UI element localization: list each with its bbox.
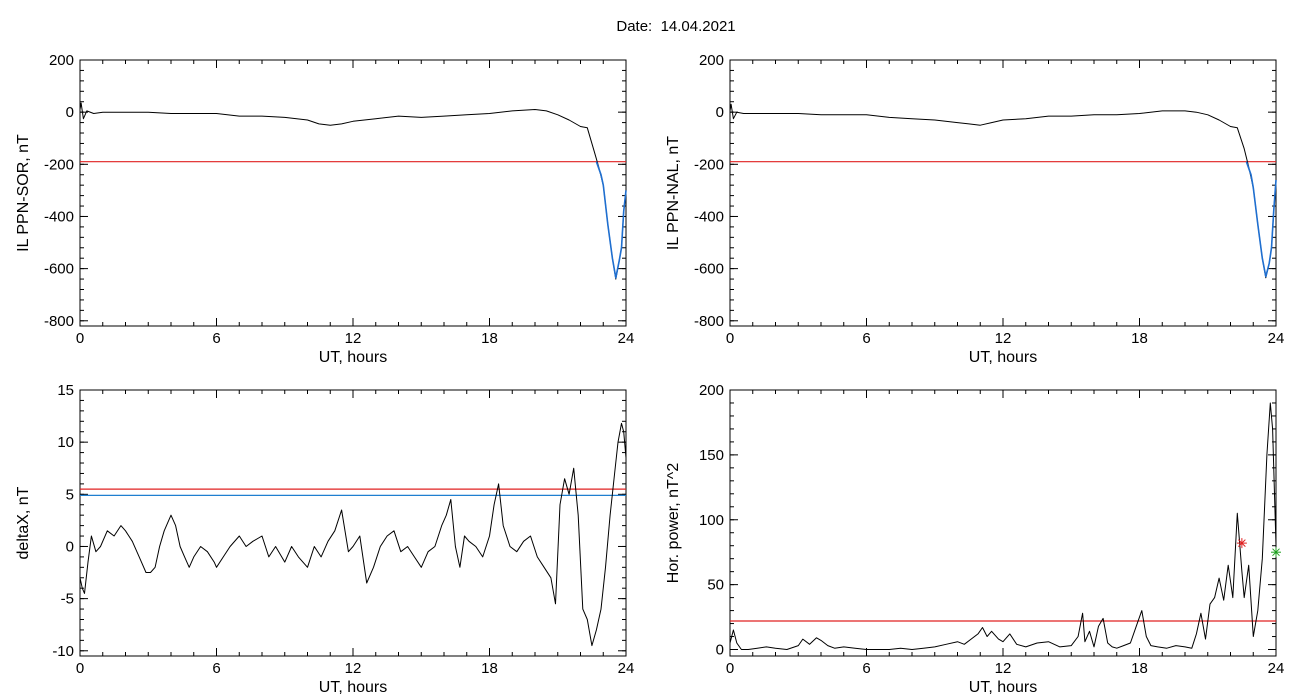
y-tick-label: 5 xyxy=(66,486,74,503)
x-tick-label: 6 xyxy=(862,330,870,347)
marker-star-green xyxy=(1271,547,1281,558)
x-axis-label: UT, hours xyxy=(319,679,387,696)
y-tick-label: 0 xyxy=(66,104,74,121)
x-tick-label: 6 xyxy=(212,660,220,677)
plot-frame xyxy=(729,59,1277,327)
panel-il-ppn-sor: 0 6 12 18 24 200 0 -200 -400 -600 -800 UT, hours IL … xyxy=(15,52,634,366)
y-tick-label: 50 xyxy=(707,577,724,594)
panel-il-ppn-nal: 0 6 12 18 24 200 0 -200 -400 -600 -800 UT, hours IL … xyxy=(665,52,1284,366)
x-tick-label: 24 xyxy=(1268,330,1285,347)
x-tick-label: 12 xyxy=(345,660,362,677)
y-tick-label: 200 xyxy=(699,52,724,69)
series-line-black xyxy=(79,102,627,280)
y-tick-label: -800 xyxy=(694,313,724,330)
series-line-blue xyxy=(1245,161,1277,278)
x-tick-label: 6 xyxy=(212,330,220,347)
y-tick-label: 100 xyxy=(699,512,724,529)
y-tick-label: 15 xyxy=(57,382,74,399)
plot-frame xyxy=(79,389,627,657)
y-tick-label: 150 xyxy=(699,447,724,464)
x-tick-label: 12 xyxy=(995,660,1012,677)
x-tick-label: 18 xyxy=(481,330,498,347)
series-line-blue xyxy=(595,161,627,279)
x-tick-label: 12 xyxy=(995,330,1012,347)
plot-frame xyxy=(729,389,1277,657)
y-tick-label: 0 xyxy=(716,642,724,659)
x-tick-label: 0 xyxy=(76,660,84,677)
y-axis-label: IL PPN-NAL, nT xyxy=(665,136,682,250)
date-label-text: Date: xyxy=(616,18,653,35)
x-tick-label: 24 xyxy=(618,660,635,677)
y-axis-label: deltaX, nT xyxy=(15,486,32,559)
date-title: Date: 14.04.2021 xyxy=(0,18,1300,35)
date-value: 14.04.2021 xyxy=(660,18,736,35)
y-tick-label: -200 xyxy=(694,156,724,173)
x-axis-label: UT, hours xyxy=(969,349,1037,366)
y-tick-label: 10 xyxy=(57,434,74,451)
y-axis-label: IL PPN-SOR, nT xyxy=(15,134,32,252)
y-axis-label: Hor. power, nT^2 xyxy=(665,463,682,584)
panel-hor-power: 0 6 12 18 24 200 150 100 50 0 UT, hours Hor. power,… xyxy=(665,382,1284,696)
y-tick-label: -800 xyxy=(44,313,74,330)
y-tick-label: 0 xyxy=(716,104,724,121)
x-tick-label: 24 xyxy=(618,330,635,347)
series-line-black xyxy=(729,103,1277,279)
x-tick-label: 18 xyxy=(1131,330,1148,347)
marker-star-red xyxy=(1236,538,1247,549)
y-tick-label: -600 xyxy=(44,261,74,278)
y-tick-label: -600 xyxy=(694,261,724,278)
y-tick-label: -200 xyxy=(44,156,74,173)
x-tick-label: 12 xyxy=(345,330,362,347)
x-tick-label: 18 xyxy=(1131,660,1148,677)
y-tick-label: 200 xyxy=(699,382,724,399)
x-axis-label: UT, hours xyxy=(319,349,387,366)
plot-frame xyxy=(79,59,627,327)
y-tick-label: -400 xyxy=(44,208,74,225)
x-tick-label: 0 xyxy=(76,330,84,347)
y-tick-label: -400 xyxy=(694,208,724,225)
y-tick-label: 200 xyxy=(49,52,74,69)
series-line-black xyxy=(729,402,1277,650)
y-tick-label: -5 xyxy=(61,591,74,608)
x-tick-label: 6 xyxy=(862,660,870,677)
y-tick-label: -10 xyxy=(52,643,74,660)
x-tick-label: 18 xyxy=(481,660,498,677)
series-line-black xyxy=(79,422,627,647)
x-axis-label: UT, hours xyxy=(969,679,1037,696)
panel-deltax: 0 6 12 18 24 15 10 5 0 -5 -10 UT, hours deltaX, nT xyxy=(15,382,634,696)
x-tick-label: 0 xyxy=(726,330,734,347)
y-tick-label: 0 xyxy=(66,538,74,555)
x-tick-label: 0 xyxy=(726,660,734,677)
x-tick-label: 24 xyxy=(1268,660,1285,677)
